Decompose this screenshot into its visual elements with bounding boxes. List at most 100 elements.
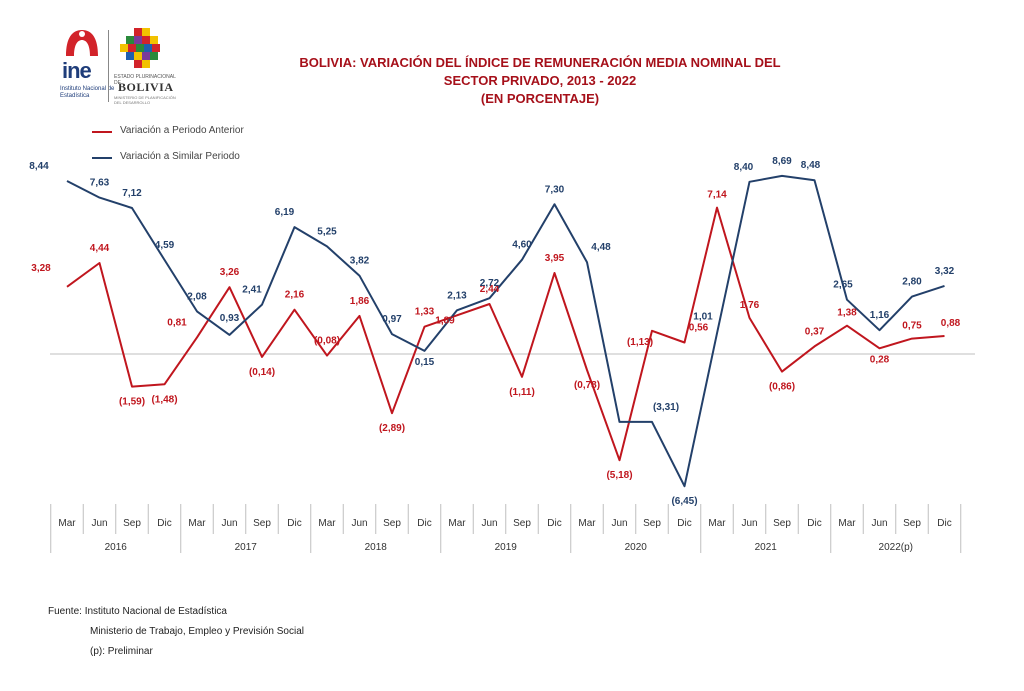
x-tick-label: Dic xyxy=(157,518,171,529)
ine-logo: ine Instituto Nacional de Estadística xyxy=(58,28,114,104)
data-label-periodo-anterior: (1,59) xyxy=(119,397,145,408)
year-group-label: 2017 xyxy=(235,542,258,553)
year-group-label: 2022(p) xyxy=(879,542,913,553)
x-tick-label: Mar xyxy=(708,518,726,529)
x-tick-label: Sep xyxy=(643,518,661,529)
legend-label-similar-periodo: Variación a Similar Periodo xyxy=(120,151,240,162)
ine-subtitle: Instituto Nacional de Estadística xyxy=(60,86,115,99)
bolivia-mosaic-icon xyxy=(120,28,160,68)
data-label-periodo-anterior: 7,14 xyxy=(707,190,727,201)
data-label-periodo-anterior: 0,88 xyxy=(941,318,961,329)
data-label-similar-periodo: 8,69 xyxy=(772,156,792,167)
ine-wordmark: ine xyxy=(62,58,92,83)
data-label-similar-periodo: 1,01 xyxy=(693,311,713,322)
ine-flame-icon xyxy=(66,30,98,56)
data-label-similar-periodo: 0,93 xyxy=(220,313,240,324)
data-label-periodo-anterior: (1,48) xyxy=(151,394,177,405)
x-tick-label: Sep xyxy=(123,518,141,529)
data-label-periodo-anterior: 3,26 xyxy=(220,267,240,278)
x-tick-label: Jun xyxy=(91,518,107,529)
chart-title-line2: SECTOR PRIVADO, 2013 - 2022 xyxy=(443,73,637,88)
year-group-label: 2021 xyxy=(755,542,778,553)
x-tick-label: Dic xyxy=(807,518,821,529)
bolivia-small-text: ESTADO PLURINACIONAL DE xyxy=(114,74,176,86)
x-tick-label: Dic xyxy=(677,518,691,529)
data-label-periodo-anterior: (5,18) xyxy=(606,470,632,481)
data-label-periodo-anterior: (0,08) xyxy=(314,336,340,347)
year-group-label: 2018 xyxy=(365,542,388,553)
x-tick-label: Sep xyxy=(383,518,401,529)
data-label-periodo-anterior: (0,86) xyxy=(769,382,795,393)
data-label-periodo-anterior: 2,44 xyxy=(480,284,500,295)
data-label-periodo-anterior: 0,75 xyxy=(902,321,922,332)
data-label-periodo-anterior: 4,44 xyxy=(90,243,110,254)
data-label-periodo-anterior: 3,95 xyxy=(545,253,565,264)
data-label-similar-periodo: 3,32 xyxy=(935,266,955,277)
x-tick-label: Mar xyxy=(578,518,596,529)
legend-swatch-blue xyxy=(92,157,112,159)
chart-title: BOLIVIA: VARIACIÓN DEL ÍNDICE DE REMUNER… xyxy=(240,54,840,108)
data-label-periodo-anterior: (1,11) xyxy=(509,387,535,398)
x-tick-label: Jun xyxy=(611,518,627,529)
data-label-similar-periodo: 3,82 xyxy=(350,256,370,267)
series-line-periodo-anterior xyxy=(66,206,945,462)
data-label-similar-periodo: 8,48 xyxy=(801,160,821,171)
source-line-1: Fuente: Instituto Nacional de Estadístic… xyxy=(48,606,227,617)
year-group-label: 2016 xyxy=(105,542,128,553)
data-label-similar-periodo: 2,65 xyxy=(833,280,853,291)
year-group-label: 2020 xyxy=(625,542,648,553)
data-label-similar-periodo: 8,40 xyxy=(734,162,754,173)
data-label-periodo-anterior: 1,38 xyxy=(837,308,857,319)
x-tick-label: Jun xyxy=(481,518,497,529)
data-label-periodo-anterior: 1,76 xyxy=(740,300,760,311)
data-label-similar-periodo: 0,97 xyxy=(382,314,402,325)
chart-title-line3: (EN PORCENTAJE) xyxy=(480,91,600,106)
data-label-periodo-anterior: 2,16 xyxy=(285,290,305,301)
x-tick-label: Mar xyxy=(448,518,466,529)
x-tick-label: Jun xyxy=(741,518,757,529)
data-label-similar-periodo: 2,08 xyxy=(187,291,207,302)
data-label-similar-periodo: 4,60 xyxy=(512,240,532,251)
data-label-periodo-anterior: (2,89) xyxy=(379,423,405,434)
x-tick-label: Mar xyxy=(838,518,856,529)
bolivia-tagline: MINISTERIO DE PLANIFICACIÓN DEL DESARROL… xyxy=(114,95,176,105)
x-tick-label: Sep xyxy=(903,518,921,529)
chart-title-line1: BOLIVIA: VARIACIÓN DEL ÍNDICE DE REMUNER… xyxy=(299,55,781,70)
data-label-similar-periodo: 7,30 xyxy=(545,184,565,195)
data-label-similar-periodo: 2,13 xyxy=(447,290,467,301)
year-group-label: 2019 xyxy=(495,542,518,553)
data-label-similar-periodo: (6,45) xyxy=(671,496,697,507)
data-label-periodo-anterior: 0,37 xyxy=(805,326,825,337)
x-tick-label: Sep xyxy=(253,518,271,529)
x-tick-label: Sep xyxy=(773,518,791,529)
data-label-similar-periodo: 2,41 xyxy=(242,285,262,296)
data-label-periodo-anterior: (1,13) xyxy=(627,337,653,348)
data-label-similar-periodo: 6,19 xyxy=(275,207,295,218)
source-notes: Fuente: Instituto Nacional de Estadístic… xyxy=(48,602,304,662)
x-tick-label: Sep xyxy=(513,518,531,529)
data-label-periodo-anterior: (0,14) xyxy=(249,367,275,378)
source-line-2: Ministerio de Trabajo, Empleo y Previsió… xyxy=(90,626,304,637)
x-tick-label: Dic xyxy=(287,518,301,529)
bolivia-logo: ESTADO PLURINACIONAL DE BOLIVIA MINISTER… xyxy=(114,28,176,105)
data-label-similar-periodo: (3,31) xyxy=(653,402,679,413)
x-tick-label: Mar xyxy=(188,518,206,529)
data-label-similar-periodo: 0,15 xyxy=(415,357,435,368)
source-line-3: (p): Preliminar xyxy=(90,646,153,657)
data-label-periodo-anterior: 0,28 xyxy=(870,354,890,365)
data-label-similar-periodo: 8,44 xyxy=(29,161,49,172)
x-tick-label: Jun xyxy=(221,518,237,529)
x-tick-label: Dic xyxy=(417,518,431,529)
data-label-similar-periodo: 4,59 xyxy=(155,240,175,251)
data-label-similar-periodo: 5,25 xyxy=(317,226,337,237)
x-tick-label: Mar xyxy=(318,518,336,529)
series-line-similar-periodo xyxy=(66,174,945,488)
x-tick-label: Dic xyxy=(937,518,951,529)
data-label-periodo-anterior: 1,89 xyxy=(435,315,455,326)
data-label-similar-periodo: 4,48 xyxy=(591,242,611,253)
legend-label-periodo-anterior: Variación a Periodo Anterior xyxy=(120,125,244,136)
x-tick-label: Jun xyxy=(871,518,887,529)
data-label-periodo-anterior: (0,78) xyxy=(574,380,600,391)
logo-divider xyxy=(108,30,109,102)
